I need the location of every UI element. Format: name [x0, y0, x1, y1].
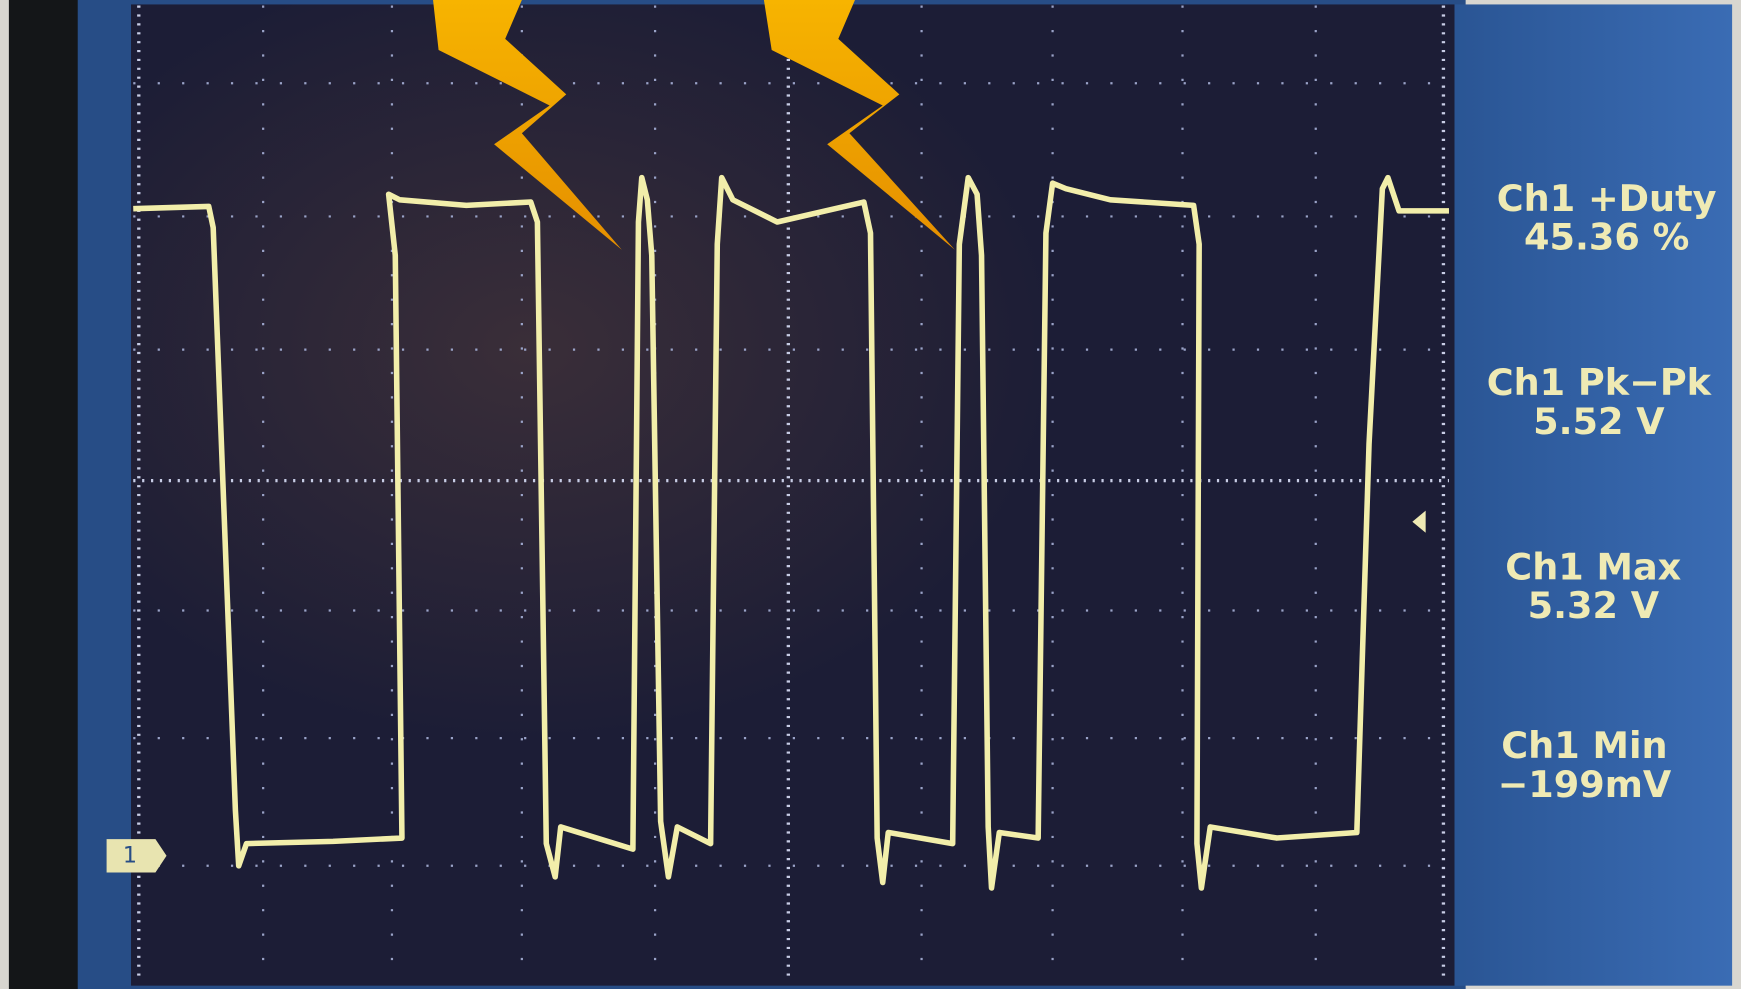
measure-label: Ch1 Pk−Pk	[1487, 361, 1713, 404]
page: 1 Ch1 +Duty 45.36 % Ch1 Pk−Pk 5.52 V Ch1…	[0, 0, 1741, 989]
measure-panel	[1455, 4, 1733, 985]
oscilloscope-photo: 1 Ch1 +Duty 45.36 % Ch1 Pk−Pk 5.52 V Ch1…	[0, 0, 1741, 989]
measure-label: Ch1 +Duty	[1497, 177, 1717, 220]
measure-value: 45.36 %	[1524, 216, 1689, 259]
channel-marker: 1	[123, 842, 137, 868]
measure-value: −199mV	[1498, 763, 1672, 806]
screen	[131, 4, 1455, 985]
measure-label: Ch1 Min	[1501, 724, 1667, 767]
measure-value: 5.32 V	[1528, 584, 1660, 627]
measure-value: 5.52 V	[1533, 400, 1665, 443]
measure-label: Ch1 Max	[1505, 545, 1681, 588]
